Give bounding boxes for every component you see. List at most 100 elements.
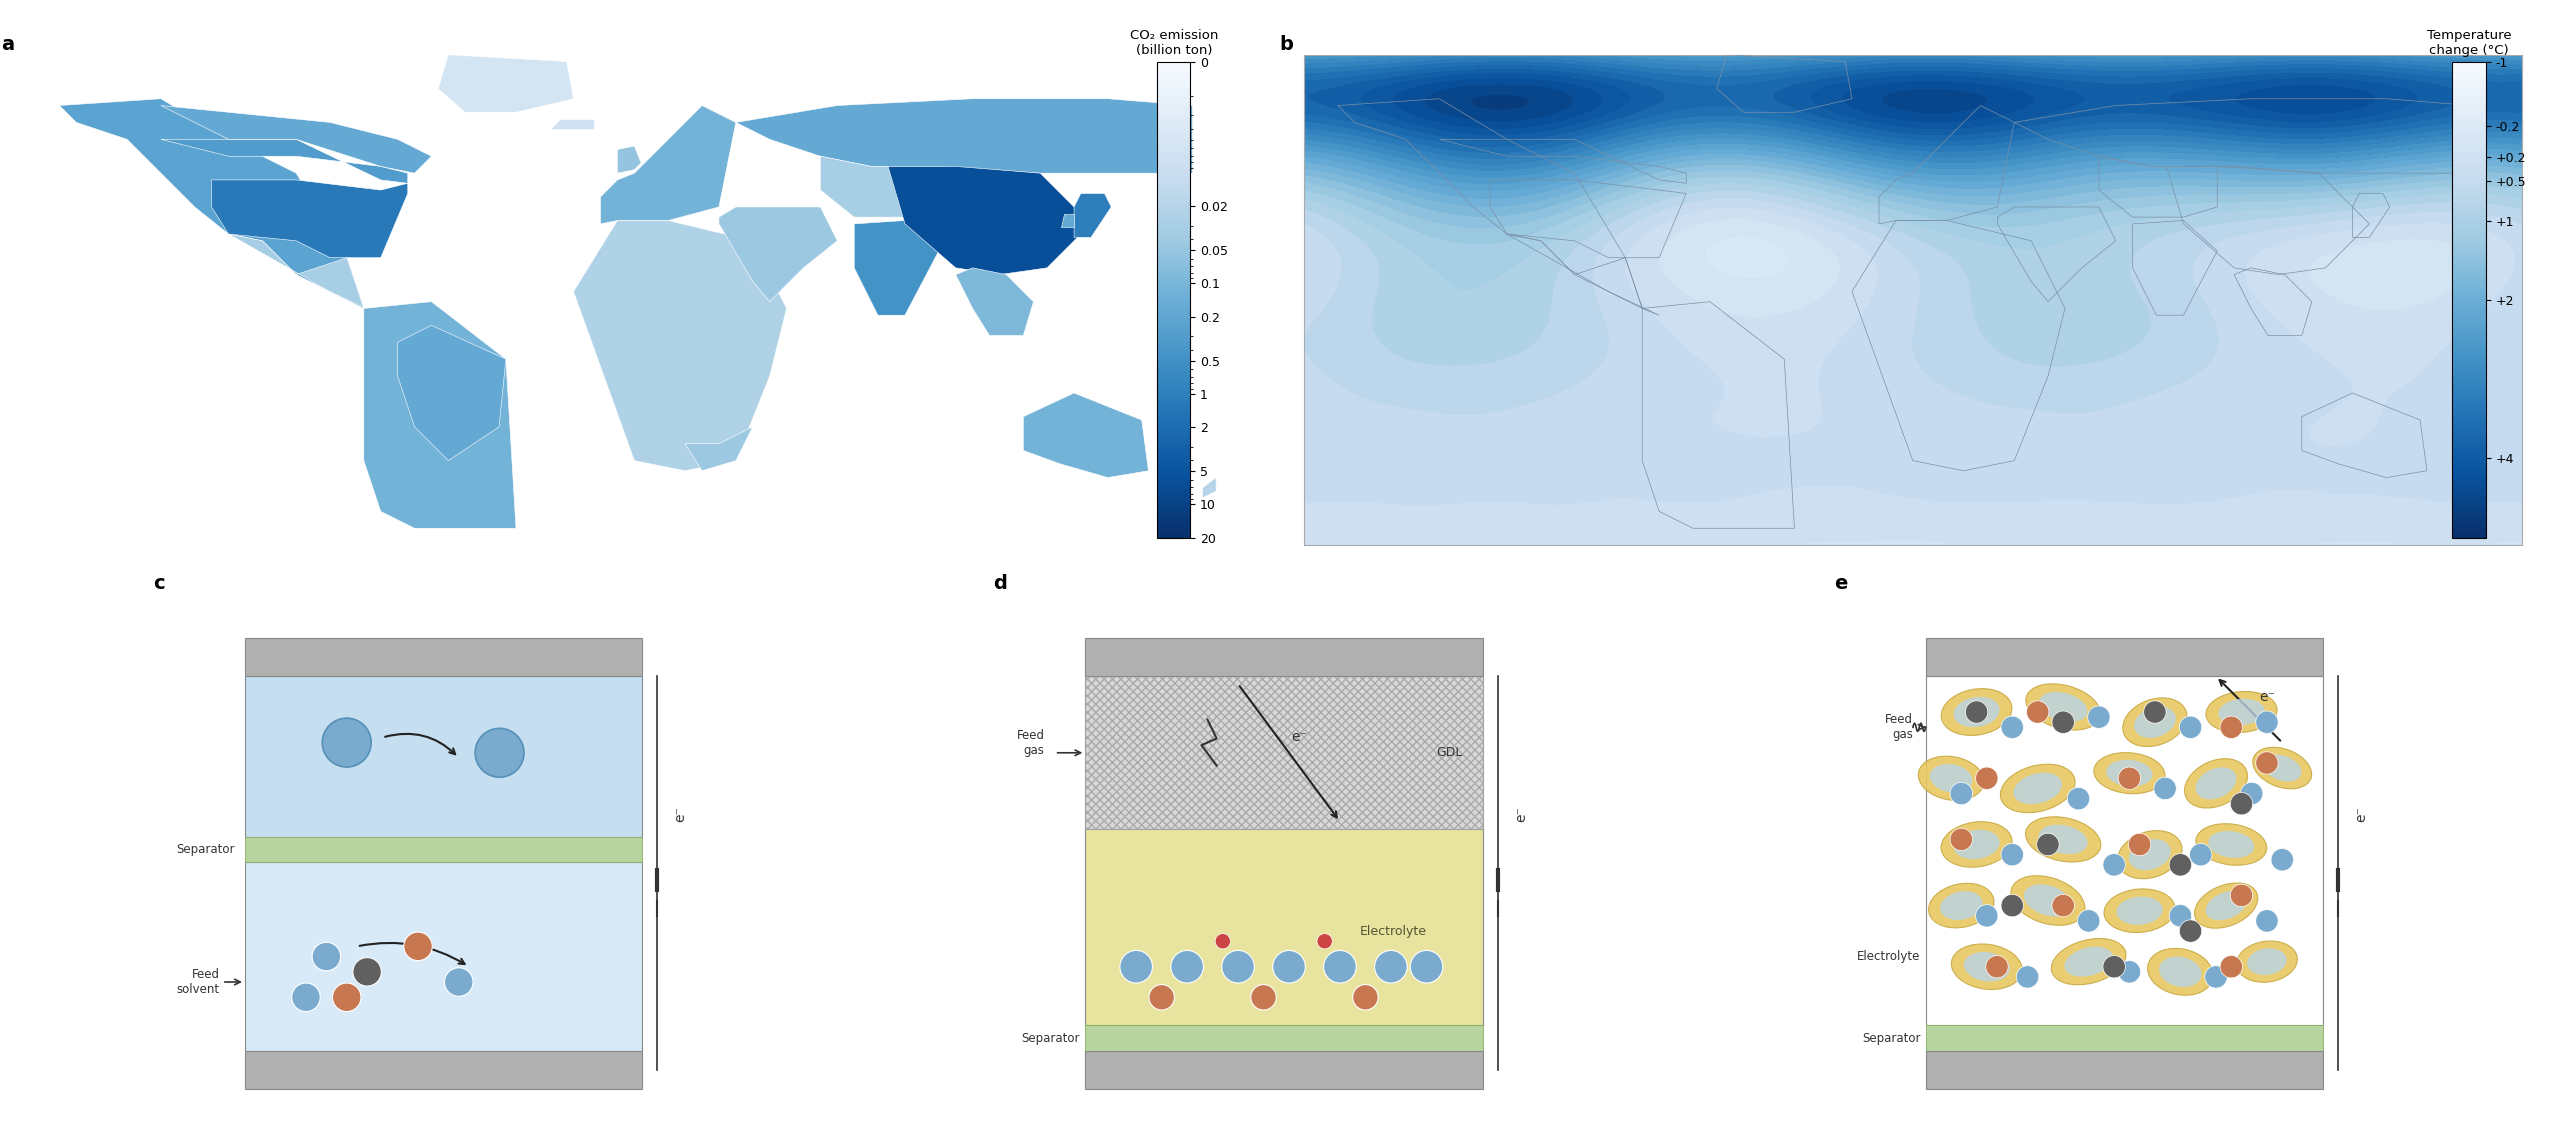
Title: CO₂ emission
(billion ton): CO₂ emission (billion ton) [1129,29,1219,57]
Polygon shape [59,98,364,308]
Circle shape [2255,910,2278,932]
Ellipse shape [2248,949,2286,975]
Text: e⁻: e⁻ [2117,646,2132,660]
Ellipse shape [1940,822,2012,867]
Circle shape [2068,788,2089,809]
Ellipse shape [2158,957,2202,987]
Bar [1085,1026,1482,1050]
Bar [1085,1050,1482,1089]
Text: Feed
gas: Feed gas [1016,729,1044,756]
Circle shape [1324,951,1357,983]
Ellipse shape [2196,767,2237,799]
Ellipse shape [2130,839,2171,871]
Ellipse shape [2025,684,2102,730]
Text: e⁻: e⁻ [435,646,451,660]
Ellipse shape [1951,944,2022,989]
Ellipse shape [2012,773,2061,804]
Polygon shape [855,221,940,315]
Text: e⁻: e⁻ [1275,1063,1293,1078]
Ellipse shape [1999,764,2076,813]
Polygon shape [364,301,517,529]
Ellipse shape [2220,698,2266,726]
Ellipse shape [2063,946,2112,977]
Ellipse shape [2122,698,2186,746]
Text: c: c [154,575,164,593]
Bar [246,837,643,863]
Ellipse shape [2025,817,2102,861]
Ellipse shape [2148,949,2212,995]
Circle shape [1951,782,1974,805]
Circle shape [2189,843,2212,866]
Text: Separator: Separator [1021,1031,1080,1045]
Circle shape [2038,833,2058,856]
Polygon shape [1203,478,1216,498]
Circle shape [445,968,474,996]
Circle shape [2002,894,2022,917]
Polygon shape [1075,194,1111,238]
Bar [246,1050,643,1089]
Circle shape [1316,934,1331,949]
Text: Electrolyte: Electrolyte [1359,925,1426,937]
Ellipse shape [1928,883,1994,928]
Polygon shape [438,54,573,112]
Ellipse shape [2051,938,2125,985]
Circle shape [1272,951,1306,983]
Circle shape [404,932,433,961]
Ellipse shape [1917,756,1984,800]
Circle shape [2220,955,2243,978]
Polygon shape [161,105,433,173]
Ellipse shape [2104,889,2176,933]
Bar [246,638,643,676]
Polygon shape [719,207,837,301]
Text: e⁻: e⁻ [2117,1063,2132,1078]
Circle shape [2255,711,2278,734]
Polygon shape [735,98,1193,173]
Ellipse shape [1953,830,1999,859]
Text: Separator: Separator [177,843,236,856]
Circle shape [2240,782,2263,805]
Ellipse shape [1964,952,2010,981]
Ellipse shape [2135,706,2176,738]
Polygon shape [686,427,753,471]
Circle shape [2102,854,2125,876]
Ellipse shape [2253,747,2312,789]
Circle shape [2271,849,2294,871]
Circle shape [2179,717,2202,738]
Circle shape [312,942,340,971]
Text: e⁻: e⁻ [1290,730,1308,745]
Text: e⁻: e⁻ [1513,806,1528,822]
Circle shape [1411,951,1444,983]
Text: d: d [993,575,1009,593]
Polygon shape [1060,214,1075,228]
Bar [1085,638,1482,676]
Circle shape [1976,767,1997,789]
Title: Temperature
change (°C): Temperature change (°C) [2427,29,2511,57]
Polygon shape [1024,393,1149,478]
Text: e⁻: e⁻ [435,1063,451,1078]
Circle shape [2168,904,2191,927]
Ellipse shape [2209,831,2255,858]
Bar [1925,677,2322,1026]
Circle shape [2153,778,2176,799]
Circle shape [2143,701,2166,723]
Bar [1085,677,1482,829]
Text: Electrolyte: Electrolyte [1856,950,1920,963]
Polygon shape [397,325,507,461]
Ellipse shape [2194,883,2258,928]
Circle shape [1149,985,1175,1010]
Circle shape [2117,767,2140,789]
Circle shape [2002,843,2022,866]
Bar [1925,1026,2322,1050]
Ellipse shape [2263,755,2301,781]
Text: Feed
gas: Feed gas [1884,713,1912,741]
Bar [1925,1050,2322,1089]
Ellipse shape [1930,764,1971,792]
Ellipse shape [2196,824,2266,865]
Circle shape [1987,955,2007,978]
Circle shape [1966,701,1987,723]
Ellipse shape [2107,760,2153,787]
Polygon shape [550,119,594,129]
Ellipse shape [2207,891,2248,920]
Circle shape [2127,833,2150,856]
Polygon shape [888,166,1091,275]
